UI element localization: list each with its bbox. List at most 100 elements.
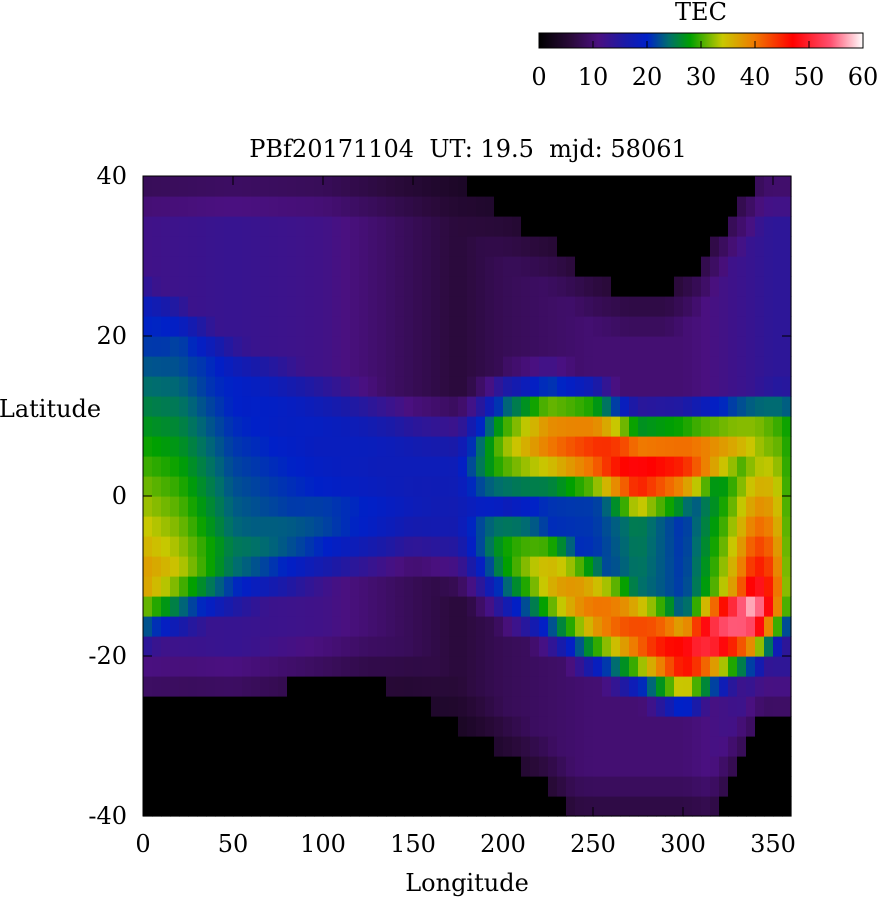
heatmap-cell bbox=[575, 716, 585, 737]
heatmap-cell bbox=[269, 396, 279, 417]
heatmap-cell bbox=[296, 336, 306, 357]
heatmap-cell bbox=[710, 256, 720, 277]
heatmap-cell bbox=[782, 696, 792, 717]
heatmap-cell bbox=[656, 216, 666, 237]
heatmap-cell bbox=[755, 296, 765, 317]
heatmap-cell bbox=[782, 796, 792, 817]
heatmap-cell bbox=[413, 416, 423, 437]
heatmap-cell bbox=[620, 496, 630, 517]
heatmap-cell bbox=[467, 796, 477, 817]
heatmap-cell bbox=[728, 616, 738, 637]
heatmap-cell bbox=[710, 336, 720, 357]
heatmap-cell bbox=[179, 216, 189, 237]
heatmap-cell bbox=[161, 796, 171, 817]
heatmap-cell bbox=[593, 796, 603, 817]
heatmap-cell bbox=[413, 636, 423, 657]
heatmap-cell bbox=[467, 476, 477, 497]
heatmap-cell bbox=[530, 636, 540, 657]
heatmap-cell bbox=[152, 696, 162, 717]
heatmap-cell bbox=[602, 616, 612, 637]
heatmap-cell bbox=[773, 756, 783, 777]
heatmap-cell bbox=[377, 336, 387, 357]
heatmap-cell bbox=[260, 776, 270, 797]
x-axis-label: Longitude bbox=[405, 869, 529, 897]
heatmap-cell bbox=[620, 596, 630, 617]
heatmap-cell bbox=[251, 656, 261, 677]
heatmap-cell bbox=[323, 276, 333, 297]
heatmap-cell bbox=[233, 636, 243, 657]
heatmap-cell bbox=[251, 536, 261, 557]
heatmap-cell bbox=[593, 596, 603, 617]
heatmap-cell bbox=[215, 176, 225, 197]
heatmap-cell bbox=[521, 176, 531, 197]
heatmap-cell bbox=[656, 416, 666, 437]
heatmap-cell bbox=[593, 536, 603, 557]
heatmap-cell bbox=[764, 236, 774, 257]
heatmap-cell bbox=[152, 676, 162, 697]
heatmap-cell bbox=[737, 576, 747, 597]
heatmap-cell bbox=[152, 596, 162, 617]
heatmap-cell bbox=[611, 176, 621, 197]
heatmap-cell bbox=[665, 536, 675, 557]
heatmap-cell bbox=[368, 176, 378, 197]
heatmap-cell bbox=[260, 536, 270, 557]
heatmap-cell bbox=[314, 396, 324, 417]
heatmap-cell bbox=[710, 216, 720, 237]
heatmap-cell bbox=[476, 476, 486, 497]
heatmap-cell bbox=[701, 676, 711, 697]
heatmap-cell bbox=[431, 256, 441, 277]
heatmap-cell bbox=[188, 496, 198, 517]
heatmap-cell bbox=[566, 376, 576, 397]
heatmap-cell bbox=[332, 316, 342, 337]
heatmap-cell bbox=[503, 696, 513, 717]
heatmap-cell bbox=[404, 616, 414, 637]
heatmap-cell bbox=[683, 476, 693, 497]
heatmap-cell bbox=[413, 296, 423, 317]
heatmap-cell bbox=[728, 436, 738, 457]
heatmap-cell bbox=[647, 656, 657, 677]
heatmap-cell bbox=[647, 496, 657, 517]
heatmap-cell bbox=[341, 436, 351, 457]
heatmap-cell bbox=[665, 576, 675, 597]
heatmap-cell bbox=[647, 756, 657, 777]
heatmap-cell bbox=[656, 436, 666, 457]
heatmap-cell bbox=[350, 256, 360, 277]
heatmap-cell bbox=[161, 636, 171, 657]
heatmap-cell bbox=[557, 416, 567, 437]
heatmap-cell bbox=[341, 416, 351, 437]
heatmap-cell bbox=[161, 336, 171, 357]
heatmap-cell bbox=[557, 576, 567, 597]
heatmap-cell bbox=[413, 536, 423, 557]
heatmap-cell bbox=[179, 516, 189, 537]
heatmap-cell bbox=[557, 496, 567, 517]
heatmap-cell bbox=[242, 356, 252, 377]
heatmap-cell bbox=[179, 196, 189, 217]
heatmap-cell bbox=[395, 316, 405, 337]
heatmap-cell bbox=[161, 296, 171, 317]
heatmap-cell bbox=[467, 416, 477, 437]
heatmap-cell bbox=[566, 296, 576, 317]
heatmap-cell bbox=[395, 696, 405, 717]
heatmap-cell bbox=[251, 696, 261, 717]
heatmap-cell bbox=[620, 216, 630, 237]
heatmap-cell bbox=[746, 196, 756, 217]
heatmap-cell bbox=[386, 276, 396, 297]
heatmap-cell bbox=[287, 716, 297, 737]
heatmap-cell bbox=[296, 436, 306, 457]
heatmap-cell bbox=[242, 596, 252, 617]
heatmap-cell bbox=[260, 216, 270, 237]
heatmap-cell bbox=[782, 576, 792, 597]
heatmap-cell bbox=[773, 256, 783, 277]
heatmap-cell bbox=[413, 496, 423, 517]
heatmap-cell bbox=[314, 416, 324, 437]
heatmap-cell bbox=[728, 296, 738, 317]
heatmap-cell bbox=[647, 376, 657, 397]
heatmap-cell bbox=[602, 656, 612, 677]
heatmap-cell bbox=[242, 416, 252, 437]
heatmap-cell bbox=[431, 496, 441, 517]
heatmap-cell bbox=[431, 176, 441, 197]
heatmap-cell bbox=[512, 416, 522, 437]
heatmap-cell bbox=[377, 576, 387, 597]
heatmap-cell bbox=[476, 596, 486, 617]
heatmap-cell bbox=[683, 716, 693, 737]
